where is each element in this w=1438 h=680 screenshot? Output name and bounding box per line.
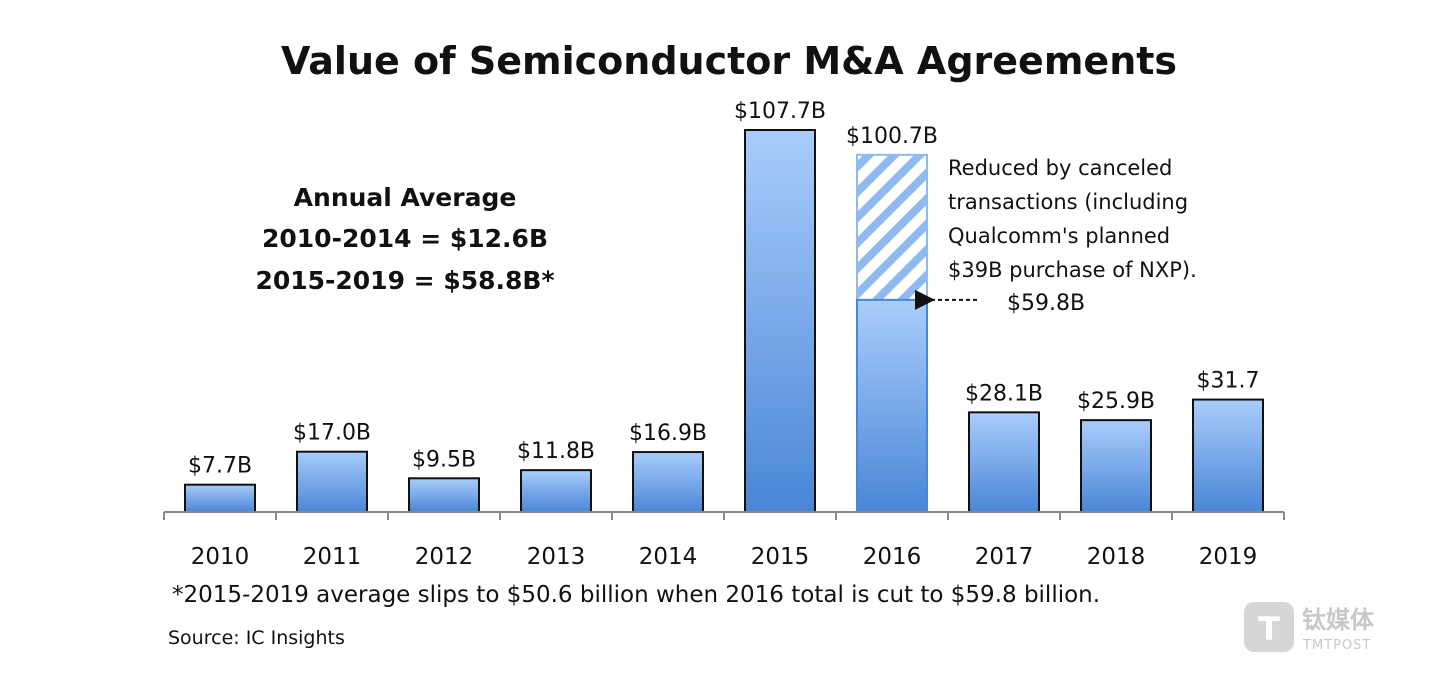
x-tick-label-2018: 2018 <box>1087 544 1146 570</box>
bar-2012 <box>408 477 480 513</box>
bar-2018 <box>1080 419 1152 513</box>
reduced-annotation: $59.8B <box>915 289 1085 316</box>
bar-value-label-2013: $11.8B <box>517 439 595 464</box>
x-tick-label-2014: 2014 <box>639 544 698 570</box>
bar-2016-canceled <box>856 153 928 301</box>
x-axis <box>163 511 1285 520</box>
bars <box>184 129 1264 514</box>
watermark-logo-glyph: T <box>1258 610 1280 648</box>
watermark-sub: TMTPOST <box>1302 638 1371 653</box>
reduction-note-line-4: $39B purchase of NXP). <box>948 258 1197 282</box>
bar-2015 <box>744 129 816 513</box>
reduction-note: Reduced by canceled transactions (includ… <box>948 156 1197 282</box>
watermark: T 钛媒体 TMTPOST <box>1244 602 1375 653</box>
bar-2014 <box>632 451 704 513</box>
bar-2016 <box>856 298 928 513</box>
bar-value-label-2011: $17.0B <box>293 421 371 446</box>
x-tick-label-2013: 2013 <box>527 544 586 570</box>
annual-average-heading: Annual Average <box>294 183 517 212</box>
footnote: *2015-2019 average slips to $50.6 billio… <box>172 582 1100 608</box>
annual-average-2015-2019: 2015-2019 = $58.8B* <box>255 266 554 295</box>
x-tick-label-2015: 2015 <box>751 544 810 570</box>
reduction-note-line-1: Reduced by canceled <box>948 156 1172 180</box>
bar-value-label-2017: $28.1B <box>965 381 1043 406</box>
reduction-note-line-2: transactions (including <box>948 190 1188 214</box>
bar-2010 <box>184 483 256 514</box>
source-note: Source: IC Insights <box>168 627 345 649</box>
x-tick-label-2010: 2010 <box>191 544 250 570</box>
bar-value-label-2019: $31.7 <box>1197 369 1260 394</box>
bar-value-label-2016: $100.7B <box>846 124 938 149</box>
annual-average-2010-2014: 2010-2014 = $12.6B <box>262 224 548 253</box>
watermark-name: 钛媒体 <box>1302 606 1375 634</box>
x-tick-label-2019: 2019 <box>1199 544 1258 570</box>
watermark-logo-icon <box>1244 602 1294 652</box>
chart-title: Value of Semiconductor M&A Agreements <box>281 39 1177 83</box>
reduction-note-line-3: Qualcomm's planned <box>948 224 1170 248</box>
annual-average: Annual Average 2010-2014 = $12.6B 2015-2… <box>255 183 554 295</box>
x-tick-label-2011: 2011 <box>303 544 362 570</box>
bar-2013 <box>520 469 592 513</box>
reduced-value-label: $59.8B <box>1007 291 1085 316</box>
x-tick-label-2016: 2016 <box>863 544 922 570</box>
bar-value-label-2010: $7.7B <box>188 454 252 479</box>
bar-2019 <box>1192 398 1264 513</box>
bar-value-label-2012: $9.5B <box>412 447 476 472</box>
x-axis-labels: 2010 2011 2012 2013 2014 2015 2016 2017 2018 2019 <box>191 544 1258 570</box>
bar-2017 <box>968 411 1040 513</box>
bar-value-label-2014: $16.9B <box>629 421 707 446</box>
x-tick-label-2017: 2017 <box>975 544 1034 570</box>
bar-value-labels: $7.7B $17.0B $9.5B $11.8B $16.9B $107.7B $100.… <box>188 99 1260 479</box>
bar-value-label-2018: $25.9B <box>1077 389 1155 414</box>
x-tick-label-2012: 2012 <box>415 544 474 570</box>
bar-2011 <box>296 450 368 514</box>
bar-value-label-2015: $107.7B <box>734 99 826 124</box>
